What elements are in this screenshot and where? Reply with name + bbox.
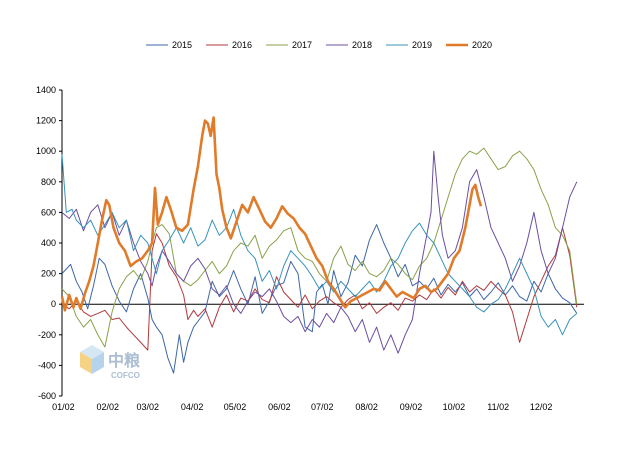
cofco-logo: 中粮 COFCO: [80, 345, 140, 380]
series-line-2018: [61, 150, 578, 354]
y-tick-label: 200: [41, 269, 56, 279]
x-tick-label: 07/02: [311, 402, 334, 412]
series-line-2020: [60, 116, 483, 312]
x-tick-label: 02/02: [96, 402, 119, 412]
y-tick-label: 600: [41, 207, 56, 217]
y-tick-label: -400: [38, 360, 56, 370]
series-line-2016: [61, 227, 578, 351]
x-tick-label: 09/02: [400, 402, 423, 412]
x-tick-label: 11/02: [487, 402, 509, 412]
y-tick-label: 400: [41, 238, 56, 248]
x-tick-label: 06/02: [268, 402, 291, 412]
y-tick-label: 0: [51, 299, 56, 309]
legend-label-2018: 2018: [352, 40, 372, 50]
x-tick-label: 01/02: [52, 402, 75, 412]
chart-legend: 2015 2016 2017 2018 2019 2020: [146, 40, 492, 50]
y-tick-label: 1400: [36, 85, 56, 95]
x-tick-label: 03/02: [137, 402, 160, 412]
x-tick-label: 12/02: [530, 402, 553, 412]
x-tick-label: 04/02: [181, 402, 204, 412]
y-tick-label: 800: [41, 177, 56, 187]
series-line-2019: [61, 154, 578, 336]
logo-english-text: COFCO: [111, 371, 140, 380]
legend-label-2020: 2020: [472, 40, 492, 50]
legend-label-2016: 2016: [232, 40, 252, 50]
legend-label-2015: 2015: [172, 40, 192, 50]
y-tick-label: -600: [38, 391, 56, 401]
legend-label-2019: 2019: [412, 40, 432, 50]
y-tick-label: -200: [38, 330, 56, 340]
x-tick-label: 10/02: [443, 402, 466, 412]
chart-axes: -600 -400 -200 0 200 400 600 800 1000 1200 1400 01/…: [36, 85, 584, 412]
x-tick-label: 08/02: [355, 402, 378, 412]
logo-chinese-text: 中粮: [108, 351, 140, 370]
x-tick-label: 05/02: [224, 402, 247, 412]
series-line-2015: [61, 224, 578, 374]
y-tick-label: 1000: [36, 146, 56, 156]
chart-series: [60, 116, 578, 374]
legend-label-2017: 2017: [292, 40, 312, 50]
y-tick-label: 1200: [36, 116, 56, 126]
series-line-2017: [61, 147, 578, 348]
